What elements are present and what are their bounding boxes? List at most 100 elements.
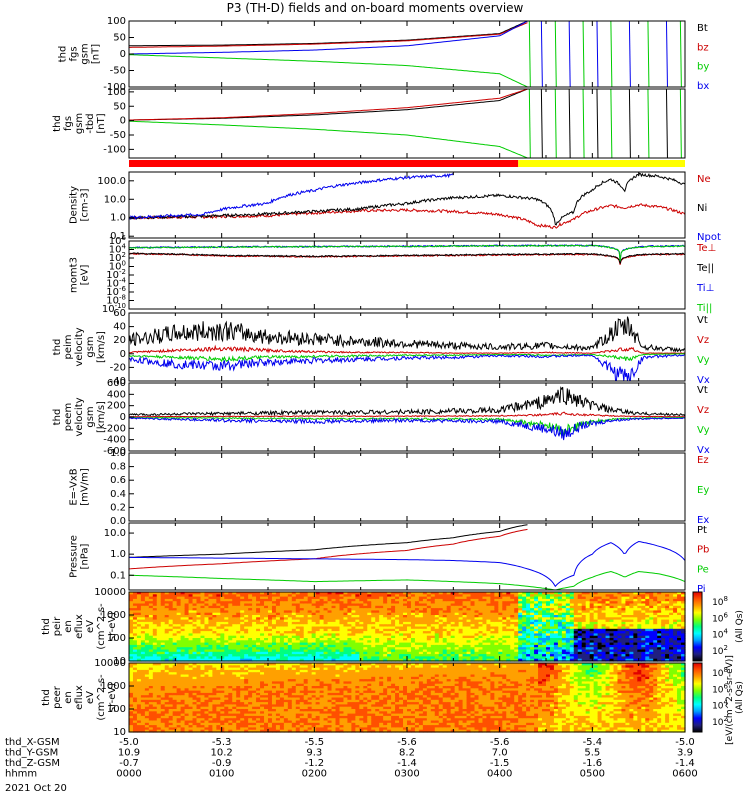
peir-cell — [172, 642, 178, 646]
peir-cell — [172, 619, 178, 623]
peir-cell — [653, 621, 658, 625]
peir-cell — [248, 598, 253, 602]
peir-cell — [609, 610, 615, 614]
peir-cell — [144, 608, 150, 611]
peir-cell — [681, 642, 686, 646]
peer-cell — [129, 695, 134, 699]
peir-cell — [669, 644, 674, 648]
peir-cell — [252, 601, 257, 605]
peir-cell — [677, 617, 682, 621]
peir-cell — [585, 617, 591, 621]
peir-cell — [184, 635, 190, 639]
peer-cell — [132, 674, 138, 678]
peir-cell — [593, 649, 599, 653]
pressure-series-pb — [129, 528, 528, 570]
peir-cell — [260, 608, 265, 611]
peir-cell — [434, 638, 440, 641]
peir-cell — [641, 598, 646, 602]
peir-cell — [327, 610, 333, 614]
peir-cell — [275, 598, 281, 602]
peir-cell — [410, 608, 416, 611]
efield-ylabel-line: [mV/m] — [80, 468, 91, 506]
peir-cell — [466, 654, 472, 657]
peir-cell — [458, 642, 464, 646]
peir-cell — [625, 640, 630, 644]
peir-cell — [347, 615, 352, 618]
peir-cell — [204, 592, 210, 595]
peir-cell — [152, 644, 158, 648]
peir-cell — [462, 628, 468, 632]
peir-cell — [565, 608, 571, 611]
peer-cell — [152, 722, 158, 726]
peer-cell — [132, 702, 138, 705]
peir-cell — [514, 654, 519, 657]
peir-cell — [236, 640, 241, 644]
peir-cell — [307, 610, 313, 614]
peir-cell — [426, 608, 432, 611]
peir-cell — [140, 647, 146, 651]
peir-cell — [172, 605, 178, 609]
peir-cell — [601, 635, 607, 639]
peir-cell — [669, 647, 674, 651]
peir-cell — [168, 621, 174, 625]
peir-cell — [597, 615, 603, 618]
peir-cell — [148, 656, 154, 660]
peir-cell — [673, 642, 678, 646]
peir-cell — [442, 647, 448, 651]
peir-cell — [164, 596, 170, 600]
peir-cell — [287, 608, 293, 611]
peir-cell — [542, 603, 547, 607]
peir-cell — [673, 592, 678, 595]
peir-cell — [184, 592, 190, 595]
peir-cell — [180, 603, 186, 607]
peir-cell — [621, 647, 627, 651]
peir-cell — [391, 624, 396, 628]
peir-cell — [343, 647, 349, 651]
peir-cell — [530, 633, 535, 637]
peir-cell — [418, 647, 424, 651]
peir-cell — [458, 615, 464, 618]
peir-cell — [645, 631, 650, 634]
peir-cell — [319, 656, 325, 660]
peir-ylabel-line: thd — [41, 618, 52, 635]
peir-cell — [530, 640, 535, 644]
peir-cell — [387, 626, 392, 630]
peir-cell — [260, 647, 265, 651]
fgs-ylabel-line: [nT] — [91, 44, 102, 64]
peir-cell — [581, 594, 587, 598]
peir-cell — [502, 640, 507, 644]
peir-cell — [649, 633, 654, 637]
peir-cell — [549, 596, 555, 600]
peir-cell — [129, 624, 134, 628]
peir-cell — [132, 594, 138, 598]
peir-cell — [418, 633, 424, 637]
peir-cell — [279, 592, 285, 595]
peir-cell — [367, 617, 372, 621]
peir-cell — [494, 624, 499, 628]
peir-cell — [522, 658, 527, 662]
peir-cell — [148, 635, 154, 639]
peir-cell — [482, 628, 488, 632]
peir-cell — [581, 621, 587, 625]
peir-cell — [359, 649, 364, 653]
peir-cell — [232, 598, 237, 602]
peir-cell — [530, 621, 535, 625]
peir-cell — [275, 644, 281, 648]
peir-cell — [589, 640, 595, 644]
peir-cell — [383, 621, 388, 625]
peir-cell — [561, 619, 567, 623]
density-series-ni — [129, 172, 685, 226]
peir-cell — [549, 647, 555, 651]
moms_t-ylabel-line: momt3 — [69, 257, 80, 293]
peir-cell — [498, 621, 503, 625]
peir-cell — [299, 592, 305, 595]
peer-cell — [129, 672, 134, 676]
peir-cell — [442, 658, 448, 662]
peir-cell — [140, 592, 146, 595]
peir-cell — [565, 603, 571, 607]
peir-cell — [371, 649, 376, 653]
peir-cell — [593, 631, 599, 634]
peir-cell — [371, 628, 376, 632]
peir-cell — [549, 621, 555, 625]
peir-cell — [498, 644, 503, 648]
